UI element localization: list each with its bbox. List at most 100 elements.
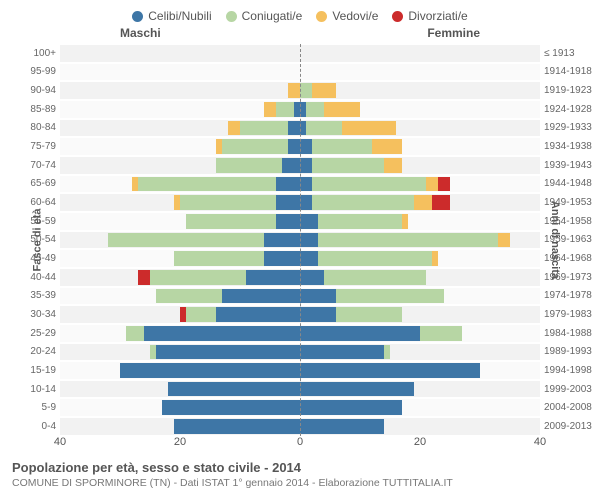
bar-segment [288, 121, 300, 136]
bar-segment [174, 419, 300, 434]
male-bars [60, 121, 300, 136]
female-bars [300, 214, 540, 229]
bar-segment [300, 419, 384, 434]
bar-segment [144, 326, 300, 341]
legend-label: Vedovi/e [332, 9, 378, 23]
female-bars [300, 345, 540, 360]
bar-segment [264, 102, 276, 117]
male-bars [60, 345, 300, 360]
bar-segment [300, 326, 420, 341]
bar-segment [126, 326, 144, 341]
bar-segment [150, 270, 246, 285]
birth-label: 1954-1958 [544, 216, 598, 227]
bar-segment [312, 195, 414, 210]
bar-segment [306, 102, 324, 117]
male-bars [60, 102, 300, 117]
bar-segment [312, 139, 372, 154]
legend-label: Celibi/Nubili [148, 9, 211, 23]
bar-segment [402, 214, 408, 229]
birth-label: 2004-2008 [544, 402, 598, 413]
male-bars [60, 382, 300, 397]
legend-item: Celibi/Nubili [132, 6, 211, 26]
age-label: 90-94 [16, 85, 56, 96]
age-label: 25-29 [16, 328, 56, 339]
bar-segment [240, 121, 288, 136]
female-bars [300, 65, 540, 80]
bar-segment [324, 102, 360, 117]
birth-label: 1964-1968 [544, 253, 598, 264]
bar-segment [156, 345, 300, 360]
caption-subtitle: COMUNE DI SPORMINORE (TN) - Dati ISTAT 1… [12, 477, 588, 489]
bar-segment [372, 139, 402, 154]
legend-item: Coniugati/e [226, 6, 303, 26]
pyramid-chart: Celibi/NubiliConiugati/eVedovi/eDivorzia… [0, 0, 600, 500]
birth-label: 1999-2003 [544, 384, 598, 395]
birth-label: 1919-1923 [544, 85, 598, 96]
male-bars [60, 214, 300, 229]
female-bars [300, 289, 540, 304]
female-bars [300, 419, 540, 434]
female-bars [300, 270, 540, 285]
legend-swatch [226, 11, 237, 22]
bar-segment [300, 270, 324, 285]
bar-segment [222, 289, 300, 304]
x-tick: 40 [534, 436, 546, 448]
female-bars [300, 195, 540, 210]
bar-segment [384, 345, 390, 360]
bar-segment [300, 251, 318, 266]
bar-segment [120, 363, 300, 378]
female-bars [300, 177, 540, 192]
age-label: 50-54 [16, 234, 56, 245]
male-bars [60, 46, 300, 61]
bar-segment [324, 270, 426, 285]
bar-segment [300, 400, 402, 415]
bar-segment [222, 139, 288, 154]
male-bars [60, 195, 300, 210]
bar-segment [312, 158, 384, 173]
bar-segment [300, 177, 312, 192]
x-tick: 20 [174, 436, 186, 448]
age-label: 85-89 [16, 104, 56, 115]
male-bars [60, 83, 300, 98]
legend-item: Vedovi/e [316, 6, 378, 26]
bar-segment [300, 289, 336, 304]
header-male: Maschi [120, 26, 161, 40]
bar-segment [336, 289, 444, 304]
bar-segment [300, 139, 312, 154]
age-label: 45-49 [16, 253, 56, 264]
male-bars [60, 400, 300, 415]
bar-segment [318, 251, 432, 266]
bar-segment [312, 177, 426, 192]
male-bars [60, 158, 300, 173]
plot-area: Fasce di età Anni di nascita 100+≤ 19139… [60, 44, 540, 436]
bar-segment [174, 251, 264, 266]
caption-title: Popolazione per età, sesso e stato civil… [12, 460, 588, 475]
bar-segment [138, 270, 150, 285]
x-axis: 402002040 [60, 436, 540, 452]
bar-segment [300, 345, 384, 360]
female-bars [300, 158, 540, 173]
birth-label: 1934-1938 [544, 141, 598, 152]
age-label: 30-34 [16, 309, 56, 320]
age-label: 55-59 [16, 216, 56, 227]
bar-segment [498, 233, 510, 248]
bar-segment [228, 121, 240, 136]
header-female: Femmine [427, 26, 480, 40]
age-label: 15-19 [16, 365, 56, 376]
male-bars [60, 139, 300, 154]
legend-label: Coniugati/e [242, 9, 303, 23]
male-bars [60, 233, 300, 248]
age-label: 0-4 [16, 421, 56, 432]
bar-segment [312, 83, 336, 98]
bar-segment [216, 307, 300, 322]
age-label: 75-79 [16, 141, 56, 152]
bar-segment [300, 307, 336, 322]
bar-segment [300, 382, 414, 397]
birth-label: 1974-1978 [544, 290, 598, 301]
bar-segment [300, 195, 312, 210]
x-tick: 0 [297, 436, 303, 448]
female-bars [300, 139, 540, 154]
male-bars [60, 363, 300, 378]
center-line [300, 44, 301, 436]
bar-segment [156, 289, 222, 304]
